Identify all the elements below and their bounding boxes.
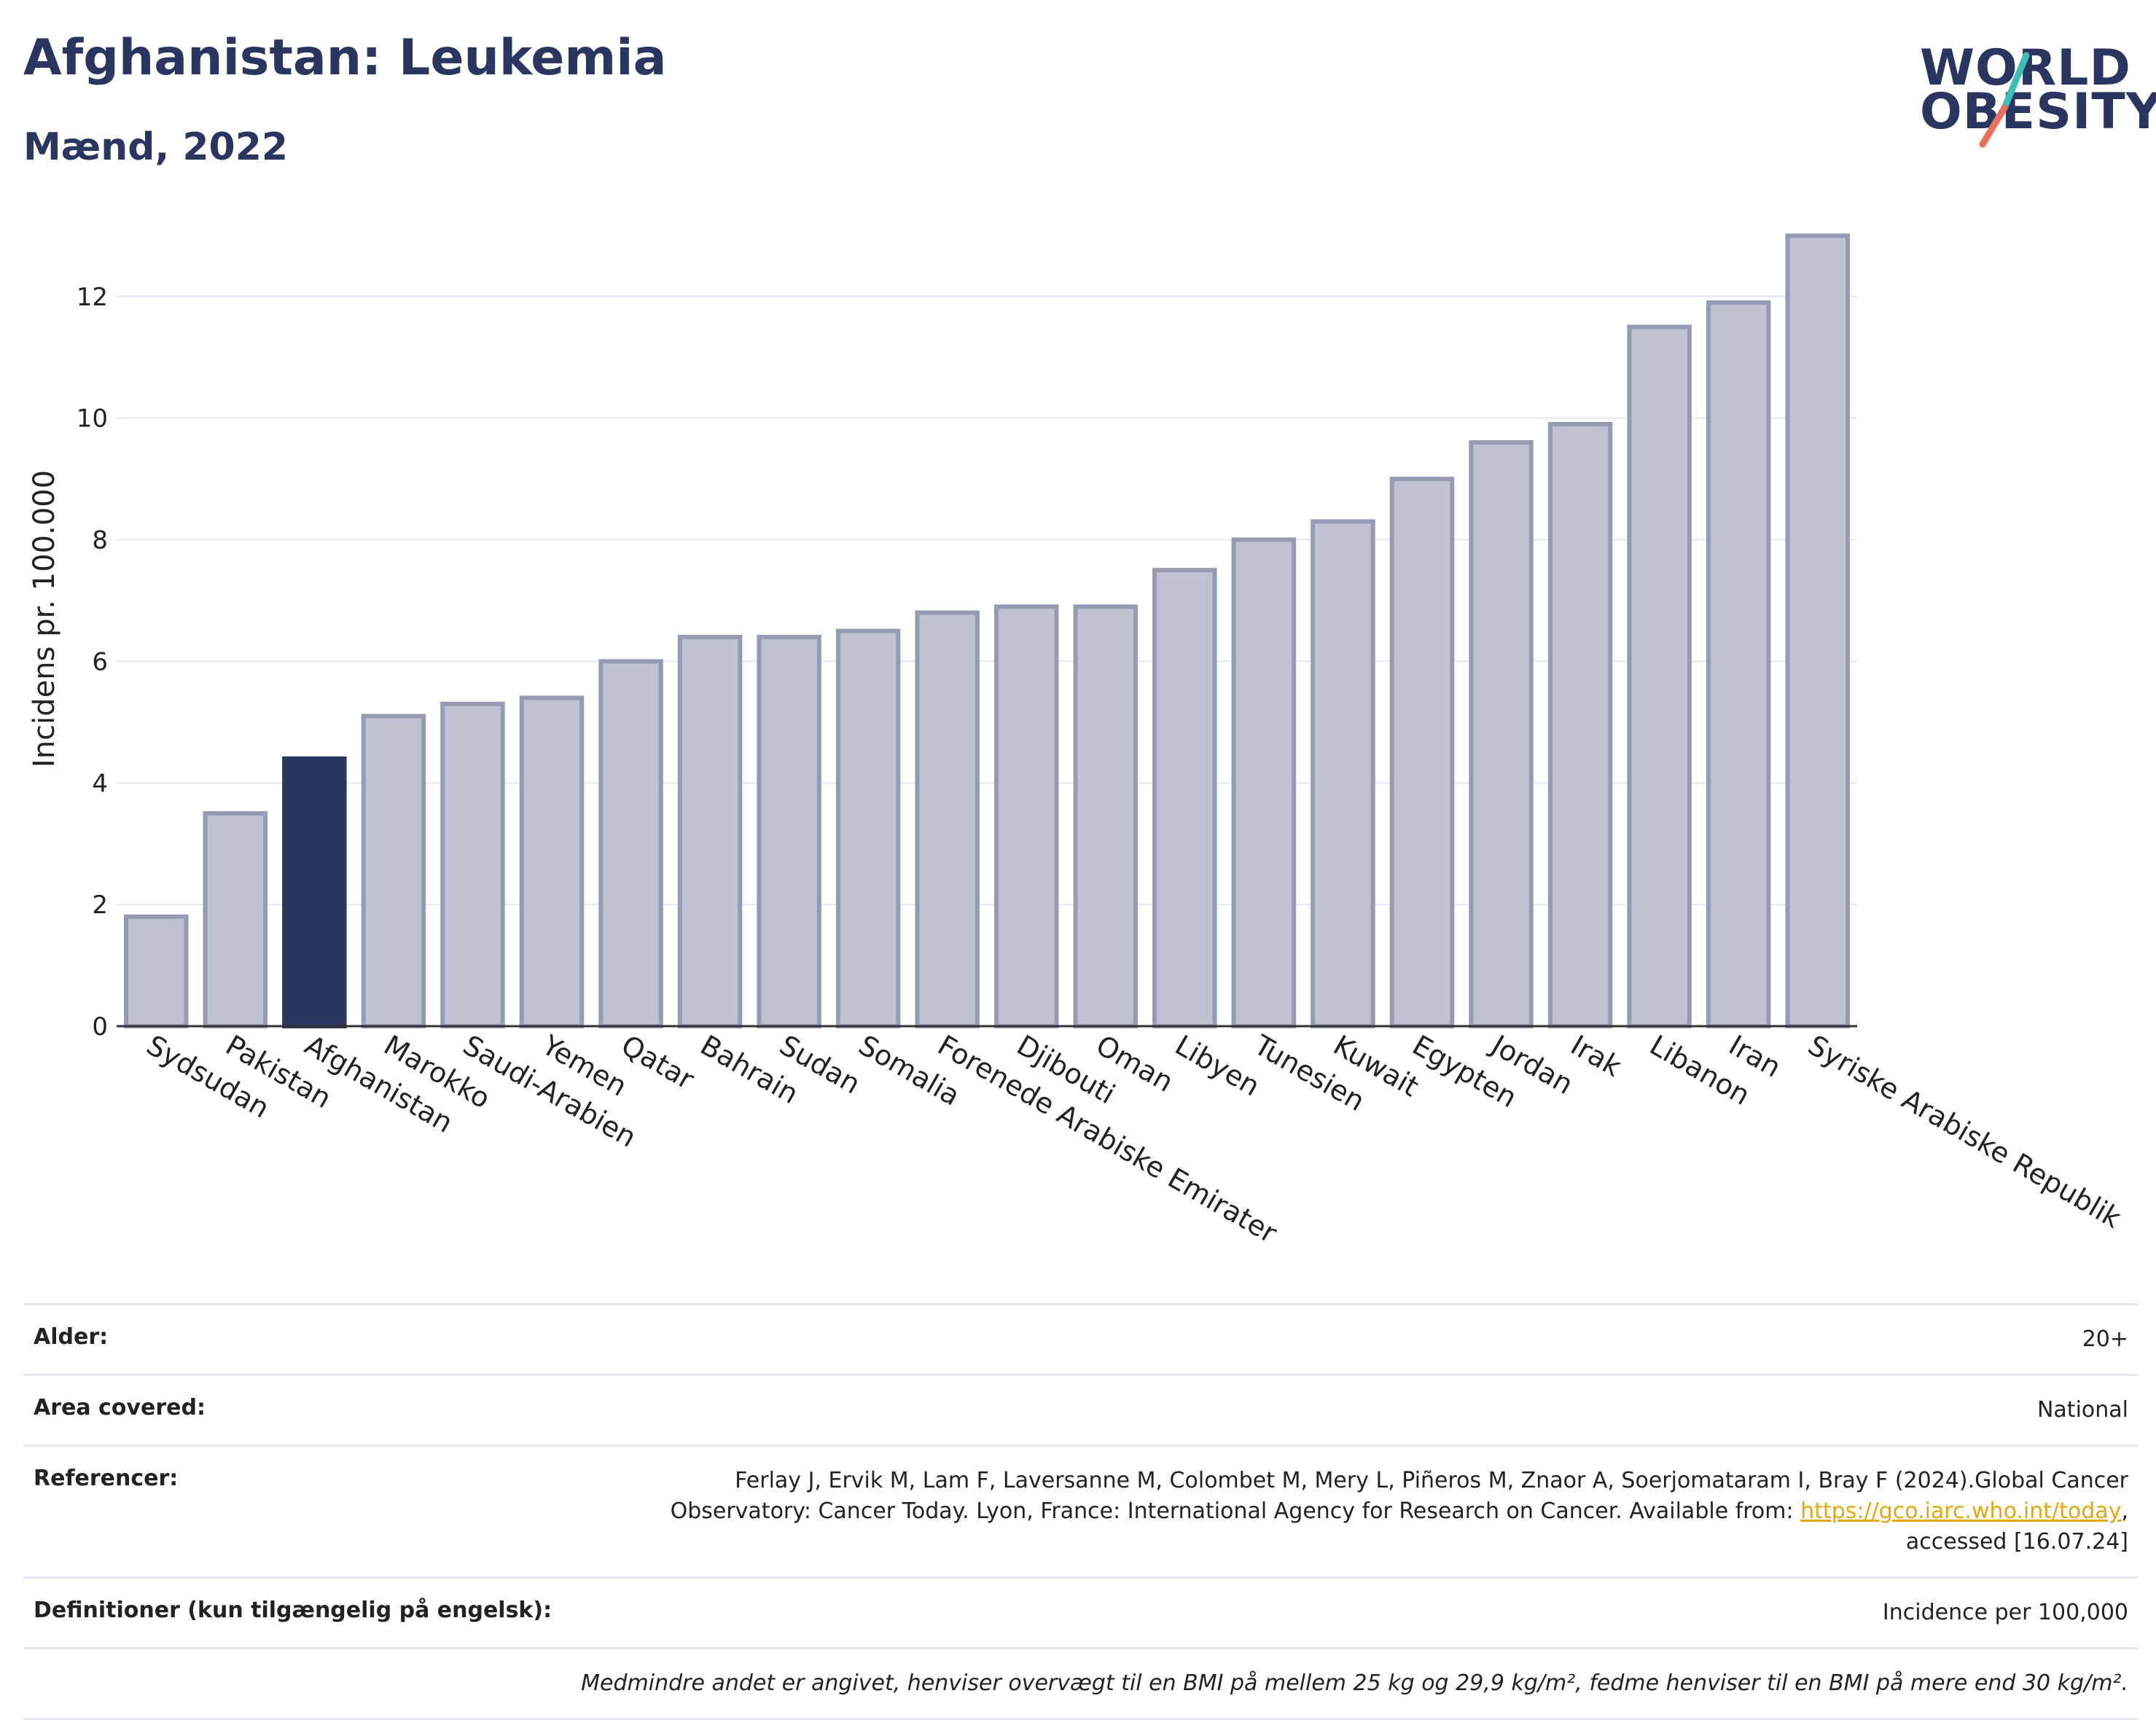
area-label: Area covered: <box>34 1395 206 1420</box>
age-label: Alder: <box>34 1324 109 1350</box>
logo-line2: OBESITY <box>1920 83 2156 141</box>
bar <box>835 628 901 1028</box>
x-tick-label: Qatar <box>616 1029 700 1096</box>
bar <box>915 610 980 1028</box>
bar <box>1152 568 1217 1028</box>
reference-text: Ferlay J, Ervik M, Lam F, Laversanne M, … <box>670 1468 2128 1524</box>
bar <box>203 810 268 1028</box>
y-tick-label: 2 <box>92 891 108 920</box>
chart-subtitle: Mænd, 2022 <box>23 125 289 169</box>
bar <box>598 659 663 1029</box>
bar <box>124 914 189 1029</box>
reference-accessed: , accessed [16.07.24] <box>1905 1498 2128 1555</box>
info-row-area: Area covered: National <box>23 1374 2139 1445</box>
y-tick-label: 12 <box>77 283 108 312</box>
references-label: Referencer: <box>34 1466 179 1491</box>
x-tick-label: Libyen <box>1170 1029 1265 1103</box>
info-row-definitions: Definitioner (kun tilgængelig på engelsk… <box>23 1576 2139 1647</box>
bmi-note: Medmindre andet er angivet, henviser ove… <box>581 1670 2128 1696</box>
bar <box>440 701 505 1028</box>
bar <box>994 604 1059 1028</box>
definitions-value: Incidence per 100,000 <box>1882 1600 2128 1625</box>
bar <box>1073 604 1138 1028</box>
y-axis-label: Incidens pr. 100.000 <box>28 470 61 767</box>
age-value: 20+ <box>2082 1326 2128 1352</box>
bar <box>1627 324 1692 1028</box>
bar <box>1231 537 1297 1029</box>
info-row-references: Referencer: Ferlay J, Ervik M, Lam F, La… <box>23 1445 2139 1576</box>
logo-line1: WORLD <box>1920 39 2131 97</box>
bar <box>1311 519 1375 1029</box>
info-row-age: Alder: 20+ <box>23 1303 2139 1374</box>
bar <box>519 695 585 1029</box>
chart-title: Afghanistan: Leukemia <box>23 29 667 87</box>
definitions-label: Definitioner (kun tilgængelig på engelsk… <box>34 1598 552 1623</box>
y-tick-label: 8 <box>92 526 108 555</box>
bar <box>1706 300 1771 1029</box>
area-value: National <box>2036 1397 2128 1423</box>
bar <box>361 714 426 1029</box>
references-value: Ferlay J, Ervik M, Lam F, Laversanne M, … <box>634 1466 2128 1557</box>
info-row-note: Medmindre andet er angivet, henviser ove… <box>23 1647 2139 1720</box>
bar <box>1547 422 1613 1028</box>
info-table: Alder: 20+ Area covered: National Refere… <box>23 1303 2139 1720</box>
y-tick-label: 0 <box>92 1012 108 1041</box>
y-tick-label: 6 <box>92 647 108 676</box>
bar <box>1785 233 1850 1028</box>
y-tick-label: 4 <box>92 769 108 798</box>
bar <box>757 635 821 1028</box>
y-tick-label: 10 <box>77 404 108 434</box>
x-tick-label: Syriske Arabiske Republik <box>1802 1029 2126 1235</box>
bar <box>677 635 743 1028</box>
bar <box>1469 440 1534 1028</box>
bar <box>1389 477 1455 1028</box>
logo-slash-icon <box>1979 52 2030 148</box>
bar <box>282 756 347 1028</box>
reference-link[interactable]: https://gco.iarc.who.int/today <box>1800 1498 2122 1524</box>
world-obesity-logo: WORLD OBESITY <box>1920 35 2156 152</box>
